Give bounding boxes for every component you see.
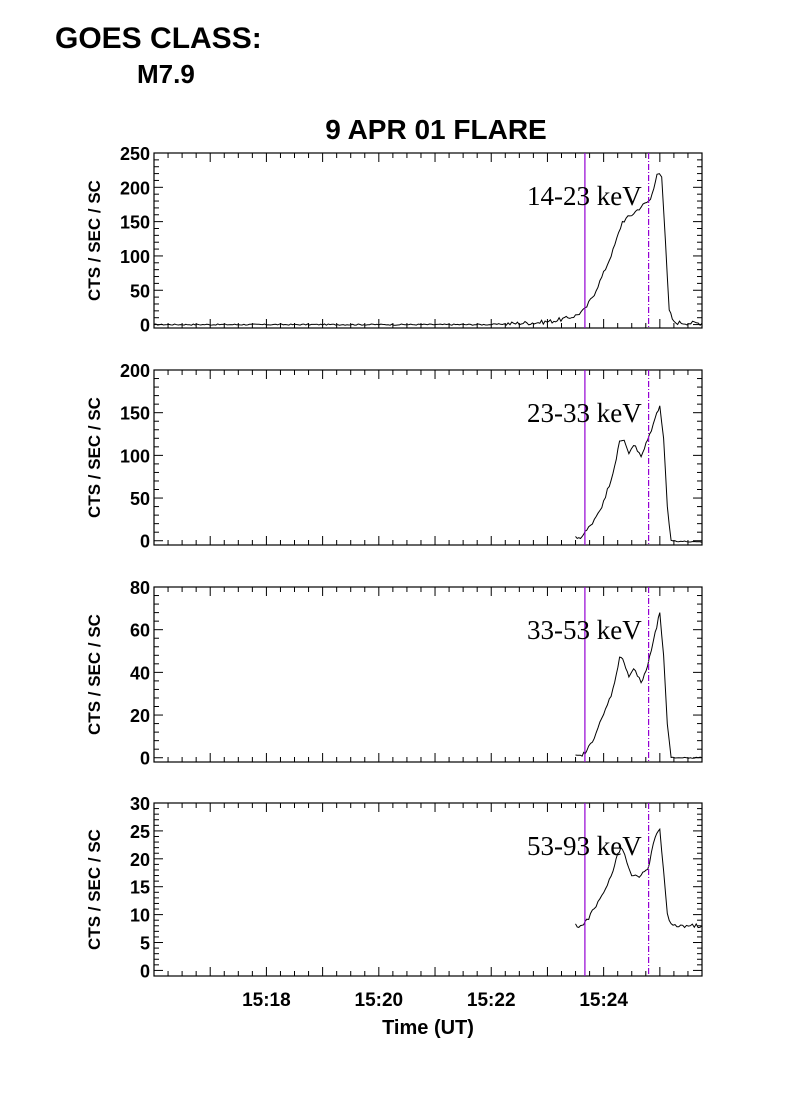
x-tick-label: 15:24: [579, 990, 628, 1011]
y-axis-label: CTS / SEC / SC: [85, 829, 104, 950]
y-tick-label: 20: [130, 850, 150, 870]
y-axis-label: CTS / SEC / SC: [85, 180, 104, 301]
x-tick-label: 15:18: [242, 990, 291, 1011]
y-tick-label: 10: [130, 906, 150, 926]
y-tick-label: 150: [120, 213, 150, 233]
y-axis-label: CTS / SEC / SC: [85, 397, 104, 518]
y-tick-label: 0: [140, 961, 150, 981]
y-axis-label: CTS / SEC / SC: [85, 614, 104, 735]
goes-class-label: GOES CLASS:: [55, 22, 262, 55]
y-tick-label: 100: [120, 446, 150, 466]
panel-4: 0 5 10 15 20 25 30 CTS / SEC / SC 53-93 keV: [85, 794, 703, 981]
plot-frame: [153, 369, 703, 546]
goes-class-value: M7.9: [137, 59, 195, 89]
plot-frame: [153, 152, 703, 329]
y-tick-label: 30: [130, 794, 150, 814]
x-tick-label: 15:22: [467, 990, 516, 1011]
y-tick-label: 40: [130, 663, 150, 683]
y-tick-label: 100: [120, 247, 150, 267]
panel-3: 0 20 40 60 80 CTS / SEC / SC 33-53 keV: [85, 578, 703, 769]
y-tick-label: 0: [140, 316, 150, 336]
data-line: [575, 827, 703, 929]
y-tick-label: 15: [130, 878, 150, 898]
y-tick-label: 250: [120, 144, 150, 164]
y-tick-label: 200: [120, 178, 150, 198]
plot-frame: [153, 802, 703, 977]
panel-1: 0 50 100 150 200 250 CTS / SEC / SC 14-23 keV: [85, 144, 703, 336]
y-tick-label: 25: [130, 822, 150, 842]
energy-band-label: 14-23 keV: [527, 181, 642, 211]
y-tick-label: 50: [130, 281, 150, 301]
y-tick-label: 60: [130, 621, 150, 641]
y-tick-label: 80: [130, 578, 150, 598]
data-line: [153, 173, 703, 326]
y-tick-label: 0: [140, 749, 150, 769]
energy-band-label: 53-93 keV: [527, 831, 642, 861]
y-tick-label: 0: [140, 532, 150, 552]
y-tick-label: 50: [130, 489, 150, 509]
x-axis-label: Time (UT): [382, 1017, 474, 1039]
data-line: [575, 612, 703, 759]
energy-band-label: 33-53 keV: [527, 615, 642, 645]
y-tick-label: 20: [130, 706, 150, 726]
plot-frame: [153, 586, 703, 763]
chart-title: 9 APR 01 FLARE: [325, 114, 546, 145]
panel-2: 0 50 100 150 200 CTS / SEC / SC 23-33 keV: [85, 361, 703, 552]
data-line: [575, 405, 703, 543]
y-tick-label: 150: [120, 404, 150, 424]
energy-band-label: 23-33 keV: [527, 398, 642, 428]
x-tick-label: 15:20: [355, 990, 404, 1011]
y-tick-label: 5: [140, 934, 150, 954]
y-tick-label: 200: [120, 361, 150, 381]
